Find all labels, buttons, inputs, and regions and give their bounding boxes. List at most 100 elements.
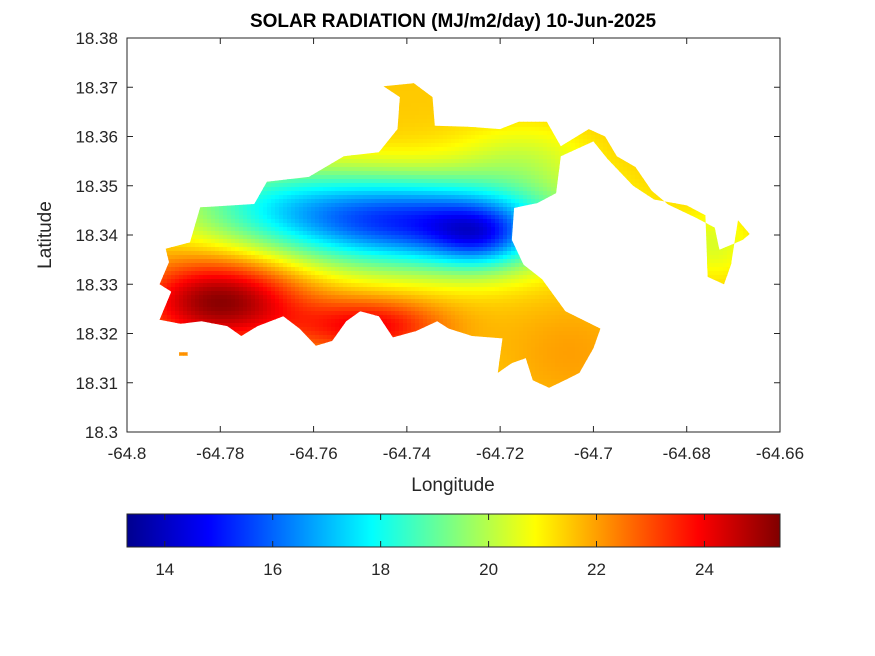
field-cell (351, 199, 356, 204)
field-cell (411, 167, 416, 172)
field-cell (431, 135, 436, 140)
field-cell (399, 139, 404, 144)
field-cell (383, 163, 388, 168)
field-cell (367, 179, 372, 184)
field-cell (551, 143, 556, 148)
field-cell (431, 195, 436, 200)
field-cell (499, 135, 504, 140)
field-cell (395, 163, 400, 168)
field-cell (391, 151, 396, 156)
field-cell (411, 123, 416, 128)
field-cell (367, 203, 372, 208)
field-cell (419, 115, 424, 120)
field-cell (267, 203, 272, 208)
field-cell (311, 179, 316, 184)
field-cell (439, 163, 444, 168)
field-cell (475, 199, 480, 204)
field-cell (483, 175, 488, 180)
field-cell (679, 207, 684, 212)
field-cell (543, 151, 548, 156)
field-cell (535, 199, 540, 204)
field-cell (355, 191, 360, 196)
field-cell (479, 195, 484, 200)
field-cell (627, 163, 632, 168)
field-cell (419, 135, 424, 140)
field-cell (431, 151, 436, 156)
field-cell (367, 159, 372, 164)
field-cell (575, 143, 580, 148)
field-cell (487, 203, 492, 208)
field-cell (311, 195, 316, 200)
field-cell (527, 155, 532, 160)
field-cell (327, 199, 332, 204)
field-cell (611, 151, 616, 156)
field-cell (507, 127, 512, 132)
field-cell (435, 171, 440, 176)
field-cell (499, 139, 504, 144)
field-cell (407, 127, 412, 132)
field-cell (599, 147, 604, 152)
field-cell (475, 143, 480, 148)
field-cell (519, 123, 524, 128)
field-cell (407, 175, 412, 180)
field-cell (479, 159, 484, 164)
field-cell (587, 131, 592, 136)
field-cell (479, 179, 484, 184)
field-cell (359, 199, 364, 204)
field-cell (519, 151, 524, 156)
field-cell (307, 199, 312, 204)
field-cell (343, 203, 348, 208)
field-cell (643, 187, 648, 192)
field-cell (379, 207, 384, 212)
field-cell (199, 211, 204, 216)
field-cell (443, 207, 448, 212)
field-cell (519, 127, 524, 132)
field-cell (455, 199, 460, 204)
field-cell (419, 151, 424, 156)
field-cell (527, 183, 532, 188)
field-cell (403, 179, 408, 184)
field-cell (255, 207, 260, 212)
field-cell (431, 127, 436, 132)
field-cell (547, 159, 552, 164)
field-cell (483, 195, 488, 200)
field-cell (579, 139, 584, 144)
field-cell (523, 135, 528, 140)
field-cell (463, 147, 468, 152)
field-cell (459, 163, 464, 168)
field-cell (327, 195, 332, 200)
field-cell (519, 147, 524, 152)
field-cell (475, 167, 480, 172)
field-cell (423, 139, 428, 144)
field-cell (347, 171, 352, 176)
field-cell (431, 191, 436, 196)
field-cell (383, 159, 388, 164)
field-cell (551, 171, 556, 176)
field-cell (435, 195, 440, 200)
field-cell (551, 175, 556, 180)
field-cell (387, 187, 392, 192)
field-cell (487, 167, 492, 172)
field-cell (435, 159, 440, 164)
field-cell (447, 163, 452, 168)
field-cell (527, 159, 532, 164)
field-cell (511, 187, 516, 192)
field-cell (551, 167, 556, 172)
field-cell (495, 175, 500, 180)
field-cell (347, 199, 352, 204)
field-cell (379, 183, 384, 188)
field-cell (523, 167, 528, 172)
field-cell (531, 163, 536, 168)
field-cell (403, 155, 408, 160)
field-cell (451, 195, 456, 200)
field-cell (499, 171, 504, 176)
field-cell (551, 139, 556, 144)
chart-title: SOLAR RADIATION (MJ/m2/day) 10-Jun-2025 (250, 11, 657, 32)
field-cell (415, 155, 420, 160)
field-cell (475, 203, 480, 208)
field-cell (599, 139, 604, 144)
field-cell (515, 175, 520, 180)
field-cell (379, 159, 384, 164)
field-cell (475, 139, 480, 144)
field-cell (395, 147, 400, 152)
